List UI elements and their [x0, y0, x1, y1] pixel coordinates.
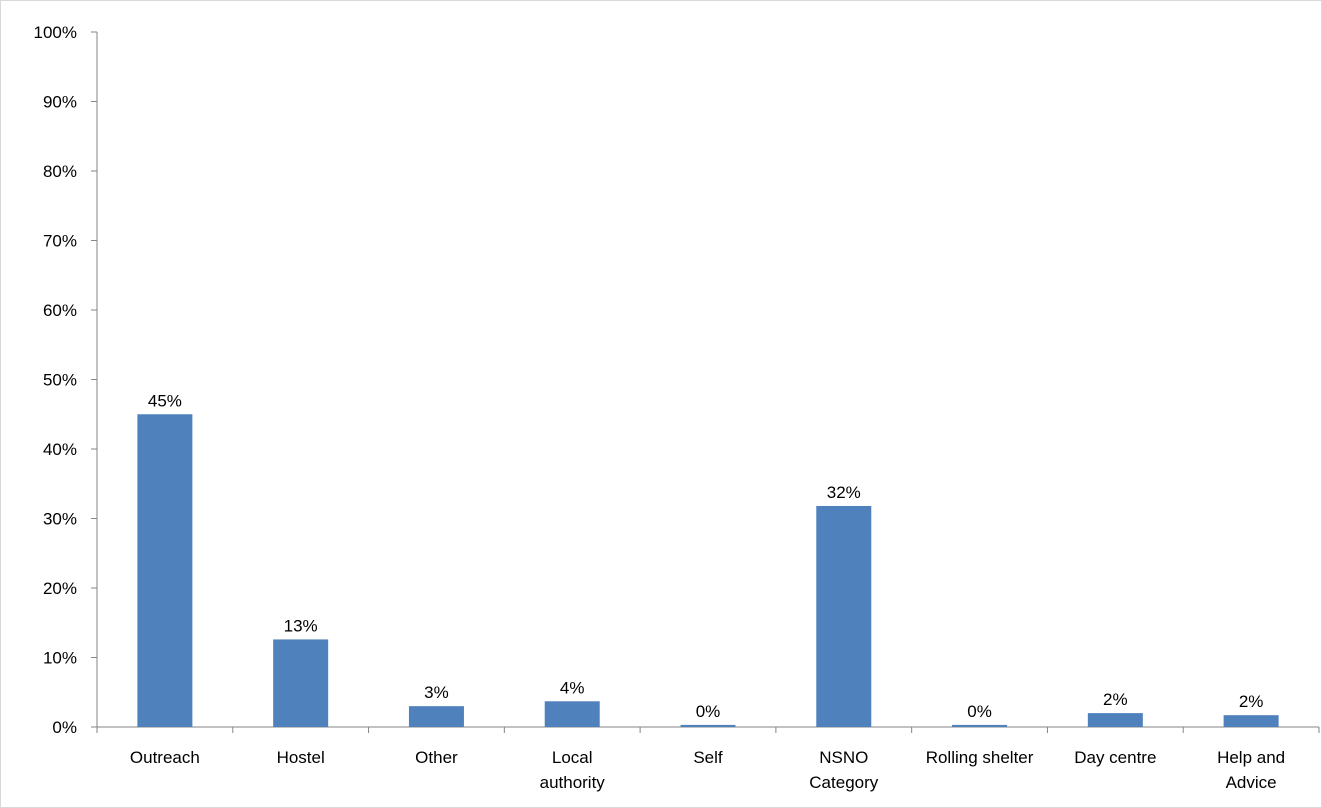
data-label: 2% — [1239, 692, 1264, 711]
chart-axes — [91, 31, 1320, 733]
bar — [137, 414, 193, 727]
data-label: 3% — [424, 683, 449, 702]
data-label: 45% — [148, 391, 182, 410]
bar — [1087, 713, 1143, 727]
y-tick-label: 30% — [43, 510, 77, 529]
data-label: 0% — [696, 702, 721, 721]
y-tick-label: 20% — [43, 579, 77, 598]
bar — [544, 701, 600, 727]
y-tick-label: 70% — [43, 232, 77, 251]
x-tick-label: Help and Advice — [1217, 748, 1285, 792]
data-label: 0% — [967, 702, 992, 721]
y-tick-label: 0% — [52, 718, 77, 737]
bar — [816, 505, 872, 727]
y-tick-label: 80% — [43, 162, 77, 181]
bar — [952, 724, 1008, 727]
x-tick-label: Rolling shelter — [926, 748, 1034, 767]
data-label: 32% — [827, 483, 861, 502]
x-tick-label: Hostel — [277, 748, 325, 767]
x-tick-label: Outreach — [130, 748, 200, 767]
y-tick-label: 40% — [43, 440, 77, 459]
x-tick-label: Self — [693, 748, 723, 767]
y-tick-label: 90% — [43, 93, 77, 112]
y-tick-label: 60% — [43, 301, 77, 320]
bar — [408, 706, 464, 727]
bar — [273, 639, 329, 727]
data-label: 13% — [284, 616, 318, 635]
y-tick-label: 50% — [43, 371, 77, 390]
data-label: 4% — [560, 678, 585, 697]
chart-bars — [137, 414, 1279, 727]
x-tick-label: Day centre — [1074, 748, 1156, 767]
bar — [680, 724, 736, 727]
x-tick-label: Other — [415, 748, 458, 767]
y-tick-label: 10% — [43, 649, 77, 668]
y-tick-label: 100% — [34, 23, 77, 42]
bar — [1223, 715, 1279, 727]
x-tick-label: NSNO Category — [809, 748, 878, 792]
data-label: 2% — [1103, 690, 1128, 709]
x-tick-label: Local authority — [540, 748, 606, 792]
chart-labels: 0% 10% 20% 30% 40% 50% 60% 70% 80% 90% 100% 45% Outr… — [34, 23, 1286, 792]
